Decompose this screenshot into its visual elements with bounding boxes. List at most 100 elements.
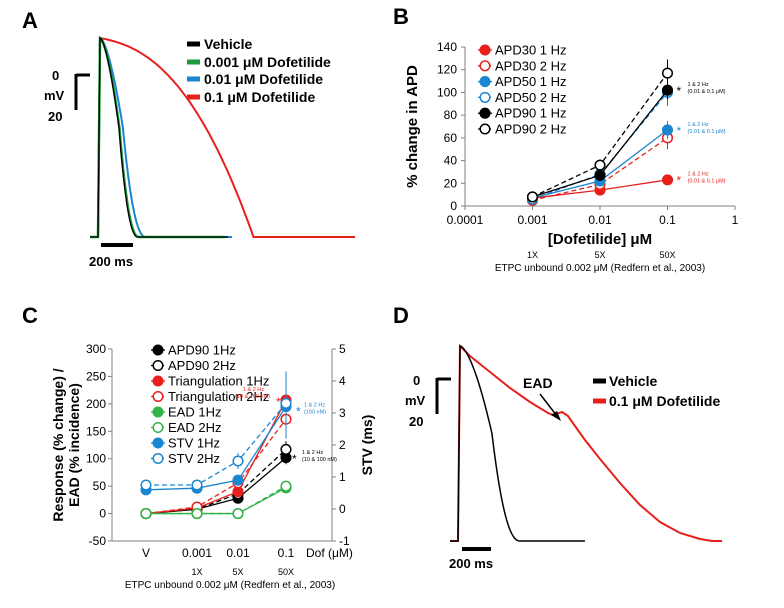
- b-x-axis-label: [Dofetilide] μM: [548, 231, 652, 248]
- c-legend-label: STV 2Hz: [168, 451, 220, 466]
- panel-b-letter: B: [393, 4, 409, 29]
- b-legend-marker: [479, 44, 491, 56]
- c-legend-label: APD90 1Hz: [168, 343, 236, 358]
- c-data-point: [191, 508, 203, 520]
- c-annotation-top: 1 & 2 Hz: [302, 450, 323, 456]
- b-legend-marker: [479, 123, 491, 135]
- legend-label-0: Vehicle: [609, 373, 657, 389]
- c-legend-marker: [152, 406, 164, 418]
- b-y-tick-label: 100: [437, 85, 457, 99]
- panel-a-scale-unit: mV: [44, 88, 65, 103]
- b-y-tick-label: 140: [437, 40, 457, 54]
- b-y-tick-label: 20: [444, 176, 458, 190]
- b-significance-star: *: [677, 174, 682, 188]
- b-multiple-label: 5X: [594, 250, 605, 260]
- c-multiple-label: 50X: [278, 567, 294, 577]
- panel-c-letter: C: [22, 303, 38, 328]
- c-y2-tick-label: 1: [339, 470, 346, 484]
- b-annotation-bottom: (0.01 & 0.1 μM): [688, 129, 726, 135]
- legend-label-1: 0.1 μM Dofetilide: [609, 393, 720, 409]
- c-legend-label: Triangulation 2Hz: [168, 389, 269, 404]
- ead-arrow-head: [551, 411, 561, 421]
- c-y2-tick-label: 5: [339, 342, 346, 356]
- c-y-axis-label-line-1: Response (% change) /: [50, 368, 66, 521]
- c-y2-tick-label: -1: [339, 534, 350, 548]
- c-series-line-7: [146, 402, 287, 486]
- b-legend-label: APD90 2 Hz: [495, 122, 567, 137]
- c-legend-label: STV 1Hz: [168, 436, 220, 451]
- c-legend-label: EAD 1Hz: [168, 405, 221, 420]
- c-legend-marker: [152, 421, 164, 434]
- legend-label-2: 0.01 μM Dofetilide: [204, 71, 323, 87]
- trace-dofetilide-0-1: [450, 343, 722, 542]
- c-legend-marker: [152, 437, 164, 449]
- legend-label-0: Vehicle: [204, 36, 252, 52]
- b-y-axis-label: % change in APD: [404, 65, 421, 188]
- trace-dofetilide-0-1: [90, 36, 355, 238]
- c-series-line-6: [145, 406, 287, 491]
- c-y2-axis-label: STV (ms): [359, 415, 375, 476]
- b-data-point: [661, 124, 674, 136]
- b-y-tick-label: 120: [437, 63, 457, 77]
- b-significance-star: *: [677, 124, 682, 138]
- b-legend-label: APD30 2 Hz: [495, 58, 567, 73]
- panel-c: C -50 0 50 100 150 200 250 300 -1 0 1 2 3 4 5 V 0.001 0.0…: [22, 303, 375, 591]
- c-y-tick-label: -50: [89, 534, 107, 548]
- c-y-tick-label: 200: [86, 397, 106, 411]
- c-y2-tick-label: 3: [339, 406, 346, 420]
- c-y-tick-label: 250: [86, 369, 106, 383]
- panel-b: B 0 20 40 60 80 100 120 140 0.0001 0.001 0.01 0.1 1 […: [393, 4, 739, 274]
- trace-vehicle: [450, 344, 585, 542]
- c-x-tick-label: 0.001: [182, 546, 212, 560]
- c-x-axis-label: Dof (μM): [306, 546, 353, 560]
- b-data-point: [526, 191, 539, 203]
- c-data-point: [140, 479, 152, 491]
- panel-a-scale-bottom: 20: [48, 109, 62, 124]
- panel-c-chart: -50 0 50 100 150 200 250 300 -1 0 1 2 3 4 5 V 0.001 0.01 0…: [50, 342, 375, 591]
- c-x-tick-label: V: [142, 546, 150, 560]
- c-significance-star: *: [296, 404, 301, 418]
- c-x-tick-label: 0.1: [278, 546, 295, 560]
- b-data-point: [661, 174, 674, 186]
- c-legend-marker: [152, 344, 164, 356]
- c-data-point: [191, 479, 203, 491]
- panel-d-time-scale-label: 200 ms: [449, 556, 493, 571]
- c-y2-tick-label: 4: [339, 374, 346, 388]
- b-x-tick-label: 0.01: [588, 213, 612, 227]
- panel-b-chart: 0 20 40 60 80 100 120 140 0.0001 0.001 0.01 0.1 1 [Do…: [404, 40, 739, 274]
- b-y-tick-label: 80: [444, 108, 458, 122]
- b-x-tick-label: 0.0001: [447, 213, 484, 227]
- c-annotation-bottom: (10 & 100 nM): [302, 457, 337, 463]
- panel-a: A 0 mV 20 200 ms Vehicle 0.001 μM Dofetil…: [22, 8, 355, 269]
- b-x-tick-label: 0.001: [517, 213, 547, 227]
- c-y-tick-label: 300: [86, 342, 106, 356]
- c-data-point: [232, 508, 244, 520]
- panel-a-letter: A: [22, 8, 38, 33]
- panel-d: D 0 mV 20 200 ms EAD Vehicle 0.1 μM Dofet…: [393, 303, 722, 571]
- c-annotation-top: 1 & 2 Hz: [243, 387, 264, 393]
- panel-d-scale-bottom: 20: [409, 414, 423, 429]
- panel-d-legend: Vehicle 0.1 μM Dofetilide: [593, 373, 720, 409]
- c-annotation-bottom: (100 nM): [304, 409, 326, 415]
- b-legend-label: APD30 1 Hz: [495, 43, 567, 58]
- b-significance-star: *: [677, 84, 682, 98]
- panel-d-traces: [450, 343, 722, 542]
- b-legend-label: APD50 1 Hz: [495, 74, 567, 89]
- b-series-line-1: [532, 137, 668, 201]
- c-data-point: [280, 480, 292, 492]
- b-x-tick-label: 1: [732, 213, 739, 227]
- ead-label: EAD: [523, 375, 553, 391]
- c-multiple-label: 1X: [191, 567, 202, 577]
- c-footnote: ETPC unbound 0.002 μM (Redfern et al., 2…: [125, 580, 335, 591]
- c-series-line-3: [145, 418, 287, 515]
- b-y-tick-label: 60: [444, 131, 458, 145]
- c-significance-star: *: [276, 395, 281, 409]
- c-legend-label: Triangulation 1Hz: [168, 374, 269, 389]
- b-multiple-label: 50X: [659, 250, 675, 260]
- c-data-point: [280, 443, 292, 455]
- c-legend-marker: [152, 359, 164, 372]
- c-multiple-label: 5X: [232, 567, 243, 577]
- b-legend-marker: [479, 76, 491, 88]
- panel-d-scale-unit: mV: [405, 393, 426, 408]
